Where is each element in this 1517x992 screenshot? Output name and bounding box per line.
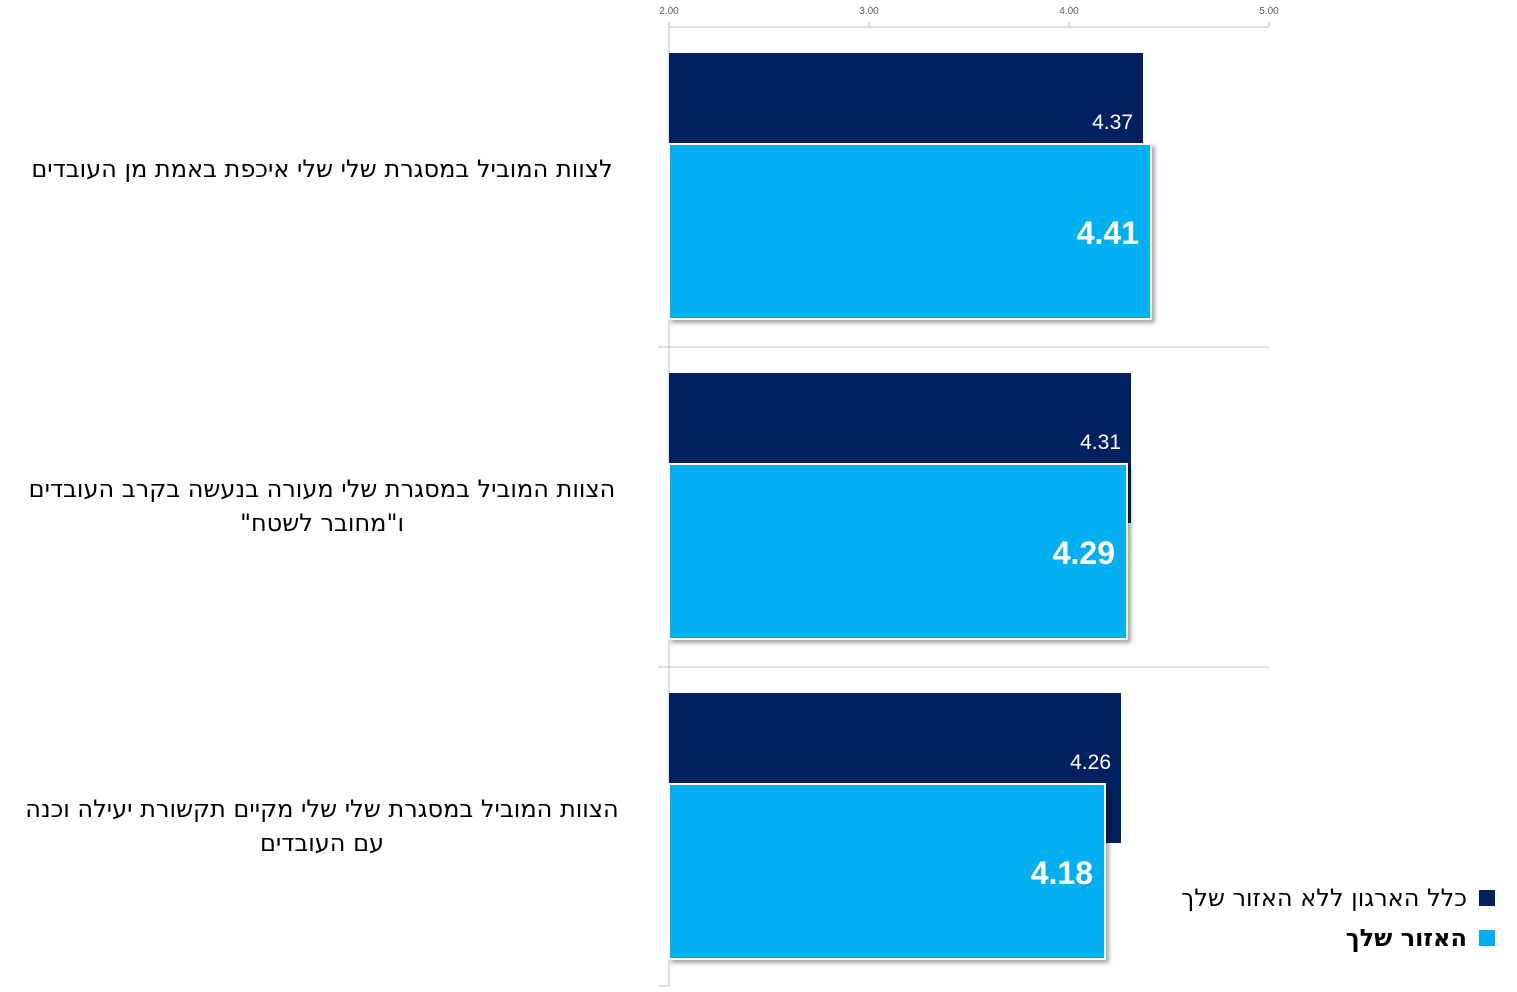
- data-label-region-3: 4.18: [1031, 855, 1093, 891]
- legend-item-org: כלל הארגון ללא האזור שלך: [1160, 878, 1495, 918]
- category-label-3: הצוות המוביל במסגרת שלי שלי מקיים תקשורת…: [25, 795, 619, 857]
- legend: כלל הארגון ללא האזור שלך האזור שלך: [1160, 878, 1495, 958]
- category-label-2: הצוות המוביל במסגרת שלי מעורה בנעשה בקרב…: [28, 475, 616, 537]
- x-tick-label-1: 2.00: [659, 6, 679, 17]
- legend-swatch-region: [1479, 930, 1495, 946]
- data-labels-layer: 4.37 4.41 4.31 4.29 4.26 4.18: [1031, 111, 1139, 891]
- category-label-1: לצוות המוביל במסגרת שלי שלי איכפת באמת מ…: [31, 155, 613, 183]
- x-tick-label-2: 3.00: [859, 6, 879, 17]
- data-label-org-2: 4.31: [1080, 431, 1121, 454]
- legend-swatch-org: [1479, 890, 1495, 906]
- legend-item-region: האזור שלך: [1160, 918, 1495, 958]
- data-label-region-1: 4.41: [1077, 215, 1139, 251]
- bar-region-1: [668, 143, 1152, 320]
- x-tick-label-4: 5.00: [1259, 6, 1279, 17]
- legend-label-region: האזור שלך: [1345, 924, 1467, 952]
- data-label-org-1: 4.37: [1092, 111, 1133, 134]
- bar-region-3: [668, 783, 1106, 960]
- bar-region-2: [668, 463, 1128, 640]
- data-label-org-3: 4.26: [1070, 751, 1111, 774]
- legend-label-org: כלל הארגון ללא האזור שלך: [1181, 884, 1467, 912]
- data-label-region-2: 4.29: [1053, 535, 1115, 571]
- x-tick-label-3: 4.00: [1059, 6, 1079, 17]
- bars-layer: [668, 53, 1152, 960]
